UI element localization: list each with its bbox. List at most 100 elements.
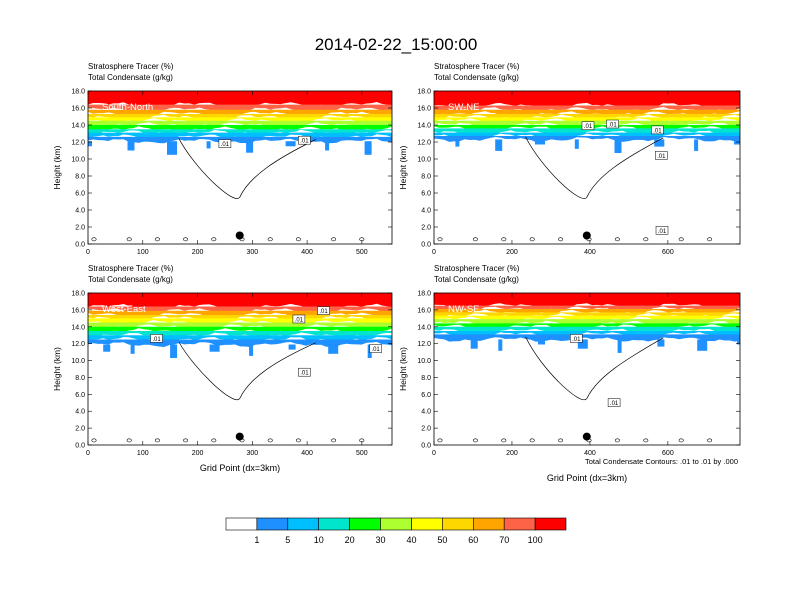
panel-title-line2: Total Condensate (g/kg) bbox=[434, 275, 519, 284]
y-tick-label: 16.0 bbox=[71, 106, 85, 113]
contour-label: .01 bbox=[295, 318, 304, 324]
panel-label: South-North bbox=[102, 102, 153, 113]
y-tick-label: 8.0 bbox=[421, 174, 431, 181]
surface-contour bbox=[267, 237, 273, 242]
surface-contour bbox=[678, 237, 684, 242]
surface-contour bbox=[183, 438, 189, 443]
tracer-band bbox=[434, 105, 740, 113]
colorbar-swatch bbox=[287, 517, 319, 531]
tracer-drip bbox=[88, 141, 92, 147]
contour-label-box bbox=[369, 344, 382, 353]
panel-title-line1: Stratosphere Tracer (%) bbox=[434, 264, 520, 273]
tracer-band bbox=[88, 136, 392, 144]
contour-label: .01 bbox=[608, 123, 617, 129]
y-tick-label: 18.0 bbox=[71, 291, 85, 298]
tracer-drip bbox=[470, 339, 478, 349]
colorbar-swatch bbox=[503, 517, 536, 531]
surface-contour bbox=[614, 237, 620, 242]
x-tick-label: 200 bbox=[506, 450, 518, 457]
tracer-band bbox=[88, 322, 392, 330]
colorbar-swatch bbox=[380, 517, 412, 531]
tracer-drip bbox=[246, 141, 254, 153]
tracer-drip bbox=[535, 139, 545, 145]
y-tick-label: 0.0 bbox=[421, 443, 431, 450]
contour-label: .01 bbox=[371, 347, 380, 353]
surface-contour bbox=[643, 237, 649, 242]
y-tick-label: 2.0 bbox=[421, 225, 431, 232]
surface-contour bbox=[472, 237, 478, 242]
surface-contour bbox=[331, 438, 337, 443]
contour-label: .01 bbox=[658, 229, 667, 235]
plot-area: .01 .01 bbox=[88, 91, 392, 244]
x-tick-label: 400 bbox=[301, 450, 313, 457]
y-tick-label: 4.0 bbox=[421, 208, 431, 215]
tracer-drip bbox=[538, 339, 545, 345]
tracer-band bbox=[434, 305, 740, 312]
tracer-drip bbox=[170, 344, 178, 358]
tracer-band bbox=[88, 120, 392, 128]
condensate-contour bbox=[525, 336, 664, 401]
x-tick-label: 100 bbox=[137, 450, 149, 457]
tracer-band bbox=[434, 91, 740, 108]
colorbar: 1 5 10 20 30 40 50 60 70 100 bbox=[225, 517, 567, 545]
y-tick-label: 0.0 bbox=[75, 242, 85, 249]
surface-contour bbox=[183, 237, 189, 242]
tracer-drip bbox=[285, 141, 296, 147]
contour-label: .01 bbox=[221, 142, 230, 148]
surface-contour bbox=[295, 237, 301, 242]
y-tick-label: 14.0 bbox=[417, 123, 431, 130]
location-marker bbox=[235, 231, 244, 240]
y-tick-label: 16.0 bbox=[417, 307, 431, 314]
y-tick-label: 6.0 bbox=[421, 392, 431, 399]
contour-label: .01 bbox=[300, 139, 309, 145]
contour-label: .01 bbox=[657, 154, 666, 160]
tracer-drip bbox=[167, 141, 177, 155]
surface-contour bbox=[501, 237, 507, 242]
tracer-drip bbox=[654, 139, 665, 147]
surface-contour bbox=[558, 438, 564, 443]
surface-contour bbox=[614, 438, 620, 443]
tracer-drip bbox=[577, 339, 588, 349]
contour-label-box bbox=[655, 151, 668, 160]
tracer-drip bbox=[364, 141, 372, 155]
colorbar-label: 60 bbox=[468, 535, 478, 545]
surface-contour bbox=[437, 438, 443, 443]
contour-label-box bbox=[581, 121, 595, 130]
x-tick-label: 300 bbox=[246, 249, 258, 256]
tracer-band bbox=[88, 339, 392, 347]
tracer-band bbox=[88, 117, 392, 124]
surface-contour bbox=[154, 438, 160, 443]
x-axis-label: Grid Point (dx=3km) bbox=[547, 473, 627, 483]
contour-label-box bbox=[298, 135, 311, 145]
contour-label-box bbox=[655, 226, 669, 235]
colorbar-swatch bbox=[472, 517, 505, 531]
figure-title: 2014-02-22_15:00:00 bbox=[315, 35, 478, 54]
colorbar-label: 30 bbox=[375, 535, 385, 545]
y-tick-label: 18.0 bbox=[417, 291, 431, 298]
y-tick-label: 4.0 bbox=[75, 208, 85, 215]
panel-title-line1: Stratosphere Tracer (%) bbox=[434, 62, 520, 71]
colorbar-swatch bbox=[534, 517, 567, 531]
y-tick-label: 10.0 bbox=[417, 358, 431, 365]
panel-title-line2: Total Condensate (g/kg) bbox=[434, 73, 519, 82]
y-tick-label: 18.0 bbox=[71, 89, 85, 96]
x-tick-label: 100 bbox=[137, 249, 149, 256]
y-tick-label: 8.0 bbox=[421, 375, 431, 382]
tracer-band bbox=[434, 132, 740, 139]
colorbar-swatch bbox=[349, 517, 381, 531]
tracer-drip bbox=[288, 344, 296, 350]
y-tick-label: 2.0 bbox=[421, 426, 431, 433]
tracer-drip bbox=[249, 344, 254, 356]
y-tick-label: 6.0 bbox=[75, 191, 85, 198]
colorbar-label: 5 bbox=[285, 535, 290, 545]
x-tick-label: 200 bbox=[506, 249, 518, 256]
tracer-band bbox=[434, 312, 740, 319]
tracer-band bbox=[88, 113, 392, 120]
tracer-drip bbox=[498, 339, 503, 351]
colorbar-swatch bbox=[442, 517, 474, 531]
tracer-drip bbox=[495, 139, 503, 151]
colorbar-label: 100 bbox=[528, 535, 543, 545]
contour-label-box bbox=[606, 119, 619, 129]
y-tick-label: 2.0 bbox=[75, 426, 85, 433]
tracer-drip bbox=[657, 339, 665, 347]
